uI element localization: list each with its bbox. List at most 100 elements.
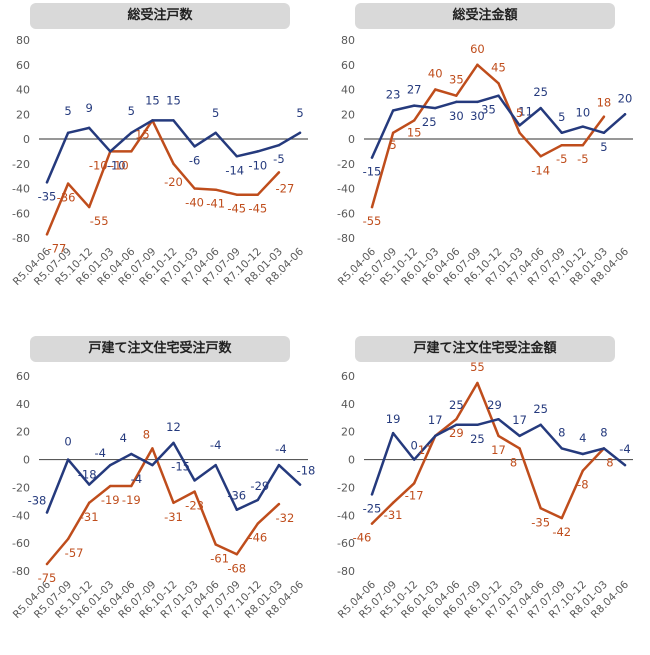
series-1-line — [45, 119, 302, 184]
series-1-point — [370, 493, 374, 496]
y-tick-label: -60 — [337, 537, 355, 550]
series-1-point — [130, 131, 133, 135]
chart-title: 戸建て注文住宅受注金額 — [355, 336, 615, 362]
series-1-data-label: 25 — [470, 432, 485, 446]
series-1-point — [256, 150, 260, 153]
series-1-point — [172, 441, 175, 445]
series-2-data-label: -31 — [164, 510, 183, 524]
series-2-point — [602, 115, 606, 118]
series-2-data-label: -41 — [206, 197, 225, 211]
series-2-data-label: -19 — [101, 493, 120, 507]
series-1-point — [298, 483, 302, 486]
series-1-data-label: -18 — [78, 468, 97, 482]
series-1-data-label: 25 — [533, 85, 548, 99]
chart-title: 総受注戸数 — [30, 3, 290, 29]
series-2-data-label: 15 — [407, 125, 422, 139]
series-2-data-label: 15 — [135, 127, 150, 141]
series-1-point — [476, 100, 479, 104]
series-1-data-label: 29 — [487, 398, 502, 412]
series-1-point — [277, 463, 281, 467]
series-1-data-label: -14 — [225, 163, 244, 177]
series-1-point — [370, 156, 374, 159]
series-1-data-label: -35 — [38, 189, 57, 203]
y-tick-label: 20 — [16, 426, 30, 439]
series-2-point — [87, 501, 91, 504]
series-2-point — [214, 188, 217, 191]
series-1-point — [623, 113, 627, 116]
y-tick-label: 80 — [16, 34, 30, 47]
series-2-point — [193, 187, 196, 190]
y-tick-label: 60 — [341, 370, 355, 383]
y-tick-label: -80 — [337, 565, 355, 578]
series-2-data-label: 5 — [389, 138, 396, 152]
series-2-point — [45, 562, 49, 566]
series-2-data-label: -36 — [57, 191, 76, 205]
series-2-data-label: -61 — [210, 552, 229, 566]
series-2-data-label: 17 — [418, 443, 433, 457]
series-1-point — [235, 508, 238, 511]
series-2-line — [45, 447, 281, 566]
series-1-point — [66, 458, 70, 461]
series-1-data-label: 8 — [558, 425, 565, 439]
series-1-data-label: 23 — [386, 88, 401, 102]
series-1-data-label: 8 — [600, 425, 607, 439]
series-1-data-label: -4 — [95, 446, 106, 460]
series-1-data-label: -29 — [250, 479, 269, 493]
y-tick-label: -60 — [337, 207, 355, 220]
series-2-point — [172, 501, 175, 504]
series-2-data-label: 29 — [449, 426, 464, 440]
series-1-data-label: 4 — [579, 431, 586, 445]
series-1-data-label: 5 — [600, 140, 607, 154]
series-1-data-label: 5 — [558, 110, 565, 124]
series-1-data-label: 30 — [470, 109, 485, 123]
y-tick-label: 0 — [348, 454, 355, 467]
series-1-point — [581, 125, 585, 128]
chart-plot-1: -80-60-40-20020406080R5.04-06R5.07-09R5.… — [11, 34, 308, 288]
series-2-data-label: -23 — [185, 499, 204, 513]
series-2-point — [256, 522, 260, 525]
series-2-data-label: 8 — [606, 455, 613, 469]
series-2-point — [476, 381, 479, 385]
series-2-point — [581, 143, 585, 147]
chart-title: 戸建て注文住宅受注戸数 — [30, 336, 290, 362]
y-tick-label: 20 — [341, 108, 355, 121]
series-2-point — [66, 537, 70, 541]
series-1-point — [87, 126, 91, 130]
series-1-point — [277, 143, 281, 147]
series-1-data-label: -4 — [210, 438, 221, 452]
y-tick-label: 20 — [16, 108, 30, 121]
series-2-data-label: -20 — [164, 175, 183, 189]
series-2-data-label: 17 — [491, 443, 506, 457]
y-tick-label: 60 — [16, 59, 30, 72]
series-2-point — [235, 553, 238, 556]
series-2-point — [518, 131, 521, 135]
series-1-data-label: 12 — [166, 420, 181, 434]
series-1-point — [412, 458, 416, 461]
series-1-data-label: 20 — [618, 91, 633, 105]
series-2-point — [66, 182, 70, 185]
series-2-point — [560, 516, 563, 520]
series-1-point — [45, 181, 49, 184]
series-2-data-label: 5 — [516, 106, 523, 120]
series-1-point — [391, 109, 395, 112]
y-tick-label: -40 — [337, 183, 355, 196]
series-1-point — [602, 131, 606, 135]
series-2-point — [391, 131, 395, 135]
series-2-data-label: -17 — [405, 488, 424, 502]
series-1-point — [434, 434, 437, 438]
series-2-point — [497, 434, 500, 438]
series-1-data-label: 15 — [166, 93, 181, 107]
chart-plot-3: -80-60-40-200204060R5.04-06R5.07-09R5.10… — [11, 370, 316, 621]
series-2-point — [256, 193, 260, 196]
series-2-point — [539, 507, 542, 510]
series-1-data-label: 25 — [533, 402, 548, 416]
series-2-data-label: 45 — [491, 60, 506, 74]
series-2-point — [87, 205, 91, 209]
series-2-point — [172, 162, 175, 165]
y-tick-label: 0 — [23, 454, 30, 467]
chart-panel-1: 総受注戸数 -80 -60 -40 -20 0 20 40 60 80 R5.04-06 R5.07… — [0, 0, 325, 322]
series-1-point — [109, 150, 112, 153]
y-tick-label: -20 — [12, 158, 30, 171]
series-2-point — [151, 447, 154, 450]
series-2-point — [391, 501, 395, 504]
